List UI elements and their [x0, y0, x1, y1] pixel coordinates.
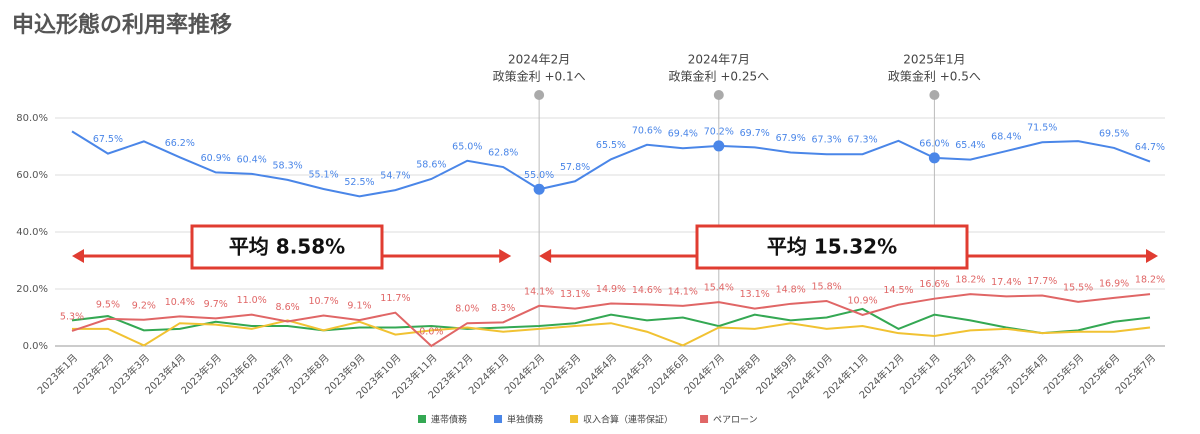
event-date: 2025年1月 [903, 53, 965, 67]
data-label: 60.9% [201, 153, 231, 164]
data-label: 14.9% [596, 284, 626, 295]
y-tick-label: 80.0% [16, 113, 48, 124]
data-label: 66.0% [919, 138, 949, 149]
data-label: 54.7% [380, 171, 410, 182]
data-label: 65.5% [596, 140, 626, 151]
data-label: 14.6% [632, 285, 662, 296]
data-label: 14.8% [776, 284, 806, 295]
data-label: 13.1% [740, 289, 770, 300]
y-tick-label: 40.0% [16, 227, 48, 238]
data-label: 15.5% [1063, 282, 1093, 293]
y-tick-label: 60.0% [16, 170, 48, 181]
data-label: 70.2% [704, 126, 734, 137]
avg-label: 平均 15.32% [767, 235, 897, 259]
event-label: 政策金利 +0.25へ [669, 69, 770, 84]
series-line [71, 307, 1151, 335]
data-label: 14.1% [524, 286, 554, 297]
event-label: 政策金利 +0.5へ [888, 69, 981, 84]
data-label: 18.2% [955, 275, 985, 286]
event-marker [928, 152, 940, 164]
data-label: 14.5% [883, 285, 913, 296]
data-label: 14.1% [668, 286, 698, 297]
data-label: 66.2% [165, 138, 195, 149]
avg-box [695, 224, 969, 270]
series-line [71, 293, 1151, 348]
data-label: 60.4% [237, 154, 267, 165]
data-label: 5.3% [60, 311, 84, 322]
event-marker [533, 183, 545, 195]
legend-swatch [700, 415, 709, 423]
data-label: 65.0% [452, 141, 482, 152]
series-line [72, 319, 1151, 347]
data-label: 17.7% [1027, 276, 1057, 287]
data-label: 8.6% [276, 302, 300, 313]
data-label: 10.7% [308, 296, 338, 307]
chart-title: 申込形態の利用率推移 [12, 12, 232, 38]
data-label: 58.3% [273, 160, 303, 171]
y-tick-label: 20.0% [16, 284, 48, 295]
data-label: 11.7% [380, 293, 410, 304]
data-label: 15.4% [704, 283, 734, 294]
legend-swatch [570, 415, 579, 423]
event-dot [713, 90, 724, 100]
data-label: 67.9% [776, 133, 806, 144]
event-date: 2024年7月 [688, 53, 750, 67]
data-label: 18.2% [1135, 275, 1165, 286]
data-label: 64.7% [1135, 142, 1165, 153]
data-label: 67.3% [847, 135, 877, 146]
data-label: 62.8% [488, 148, 518, 159]
event-label: 政策金利 +0.1へ [493, 69, 586, 84]
event-date: 2024年2月 [508, 53, 570, 67]
event-dot [929, 90, 940, 100]
data-label: 70.6% [632, 125, 662, 136]
data-label: 10.4% [165, 297, 195, 308]
data-label: 52.5% [344, 177, 374, 188]
data-label: 15.8% [812, 281, 842, 292]
data-label: 9.7% [204, 299, 228, 310]
data-label: 13.1% [560, 289, 590, 300]
data-label: 8.0% [455, 304, 479, 315]
data-label: 67.3% [812, 135, 842, 146]
data-label: 0.0% [419, 327, 443, 338]
legend-label: 連帯債務 [431, 414, 467, 426]
data-label: 11.0% [237, 295, 267, 306]
data-label: 68.4% [991, 132, 1021, 143]
event-marker [713, 140, 725, 152]
event-dot [534, 90, 545, 100]
data-label: 8.3% [491, 303, 515, 314]
data-label: 16.6% [919, 279, 949, 290]
y-tick-label: 0.0% [23, 341, 48, 352]
data-label: 10.9% [847, 295, 877, 306]
data-label: 67.5% [93, 134, 123, 145]
data-label: 69.7% [740, 128, 770, 139]
data-label: 65.4% [955, 140, 985, 151]
data-label: 57.8% [560, 162, 590, 173]
arrow-head [499, 249, 512, 263]
legend-swatch [418, 415, 426, 423]
legend-label: ペアローン [713, 416, 758, 426]
avg-label: 平均 8.58% [229, 235, 345, 259]
data-label: 16.9% [1099, 278, 1129, 289]
series-line [71, 130, 1151, 198]
data-label: 71.5% [1027, 123, 1057, 134]
legend-label: 単独債務 [507, 414, 543, 426]
data-label: 9.2% [132, 300, 156, 311]
avg-box [190, 224, 384, 270]
data-label: 55.0% [524, 170, 554, 181]
data-label: 69.5% [1099, 128, 1129, 139]
data-label: 69.4% [668, 129, 698, 140]
arrow-head [72, 249, 84, 263]
legend-label: 収入合算（連帯保証） [583, 414, 673, 426]
data-label: 17.4% [991, 277, 1021, 288]
data-label: 9.1% [347, 301, 371, 312]
data-label: 58.6% [416, 159, 446, 170]
arrow-head [539, 249, 552, 263]
data-label: 9.5% [96, 299, 120, 310]
data-label: 55.1% [308, 169, 338, 180]
legend-swatch [494, 415, 503, 423]
arrow-head [1146, 249, 1158, 263]
